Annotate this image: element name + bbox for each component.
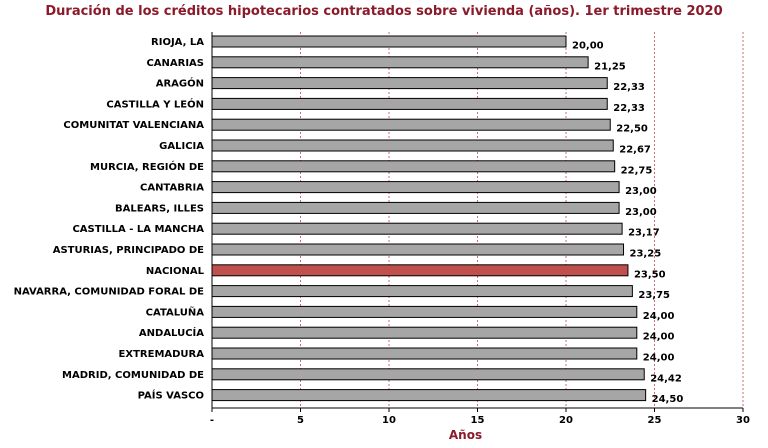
tick-label: 20 [559,415,573,426]
grid-layer [300,32,744,408]
bar [211,77,608,90]
tick-label: - [210,415,214,426]
value-label: 23,75 [638,290,670,301]
bar [211,201,620,214]
value-label: 24,00 [643,311,675,322]
value-label: 24,00 [643,332,675,343]
bar [211,181,620,194]
bar [211,118,611,131]
category-label: MURCIA, REGIÓN DE [90,160,204,173]
category-label: EXTREMADURA [119,349,205,360]
category-label: PAÍS VASCO [138,389,204,402]
value-label: 21,25 [594,61,626,72]
bar [211,160,616,173]
value-label: 23,25 [630,249,662,260]
value-label: 20,00 [572,41,604,52]
bar [211,264,629,277]
bar [211,326,638,339]
category-label: CATALUÑA [146,305,205,318]
category-label: ASTURIAS, PRINCIPADO DE [53,245,204,256]
bar [211,139,614,152]
bar [211,305,638,318]
x-axis: - 5 10 15 20 25 30 [210,32,750,426]
bar [211,56,589,69]
category-label: CANARIAS [146,58,204,69]
value-label: 22,75 [621,165,653,176]
bar [211,347,638,360]
value-label: 22,50 [616,124,648,135]
category-label: COMUNITAT VALENCIANA [63,120,204,131]
category-label: GALICIA [159,141,204,152]
bar [211,285,633,298]
value-label: 23,00 [625,186,657,197]
category-label: RIOJA, LA [151,37,204,48]
category-label: NAVARRA, COMUNIDAD FORAL DE [14,287,205,298]
category-label: CASTILLA Y LEÓN [106,97,204,110]
x-axis-title: Años [449,428,482,442]
chart-title: Duración de los créditos hipotecarios co… [45,4,723,19]
value-label: 23,00 [625,207,657,218]
category-label: CASTILLA - LA MANCHA [72,224,204,235]
tick-label: 10 [382,415,396,426]
value-label: 22,67 [619,145,651,156]
category-label: BALEARS, ILLES [115,203,204,214]
labels-layer: RIOJA, LA 20,00 CANARIAS 21,25 ARAGÓN 22,33 CA… [14,37,684,405]
value-label: 24,00 [643,353,675,364]
bar [211,368,645,381]
category-label: ARAGÓN [156,77,204,90]
bar [211,389,647,402]
category-label: ANDALUCÍA [139,326,204,339]
category-label: MADRID, COMUNIDAD DE [62,370,204,381]
tick-label: 30 [736,415,750,426]
value-label: 22,33 [613,103,645,114]
tick-label: 25 [648,415,662,426]
bar [211,97,608,110]
category-label: CANTABRIA [140,183,204,194]
tick-label: 15 [471,415,485,426]
bars-layer [211,35,647,402]
value-label: 23,17 [628,228,660,239]
tick-label: 5 [297,415,304,426]
bar [211,35,567,48]
value-label: 22,33 [613,82,645,93]
bar [211,243,625,256]
category-label: NACIONAL [146,266,205,277]
value-label: 23,50 [634,269,666,280]
value-label: 24,42 [650,373,682,384]
value-label: 24,50 [652,394,684,405]
bar [211,222,623,235]
